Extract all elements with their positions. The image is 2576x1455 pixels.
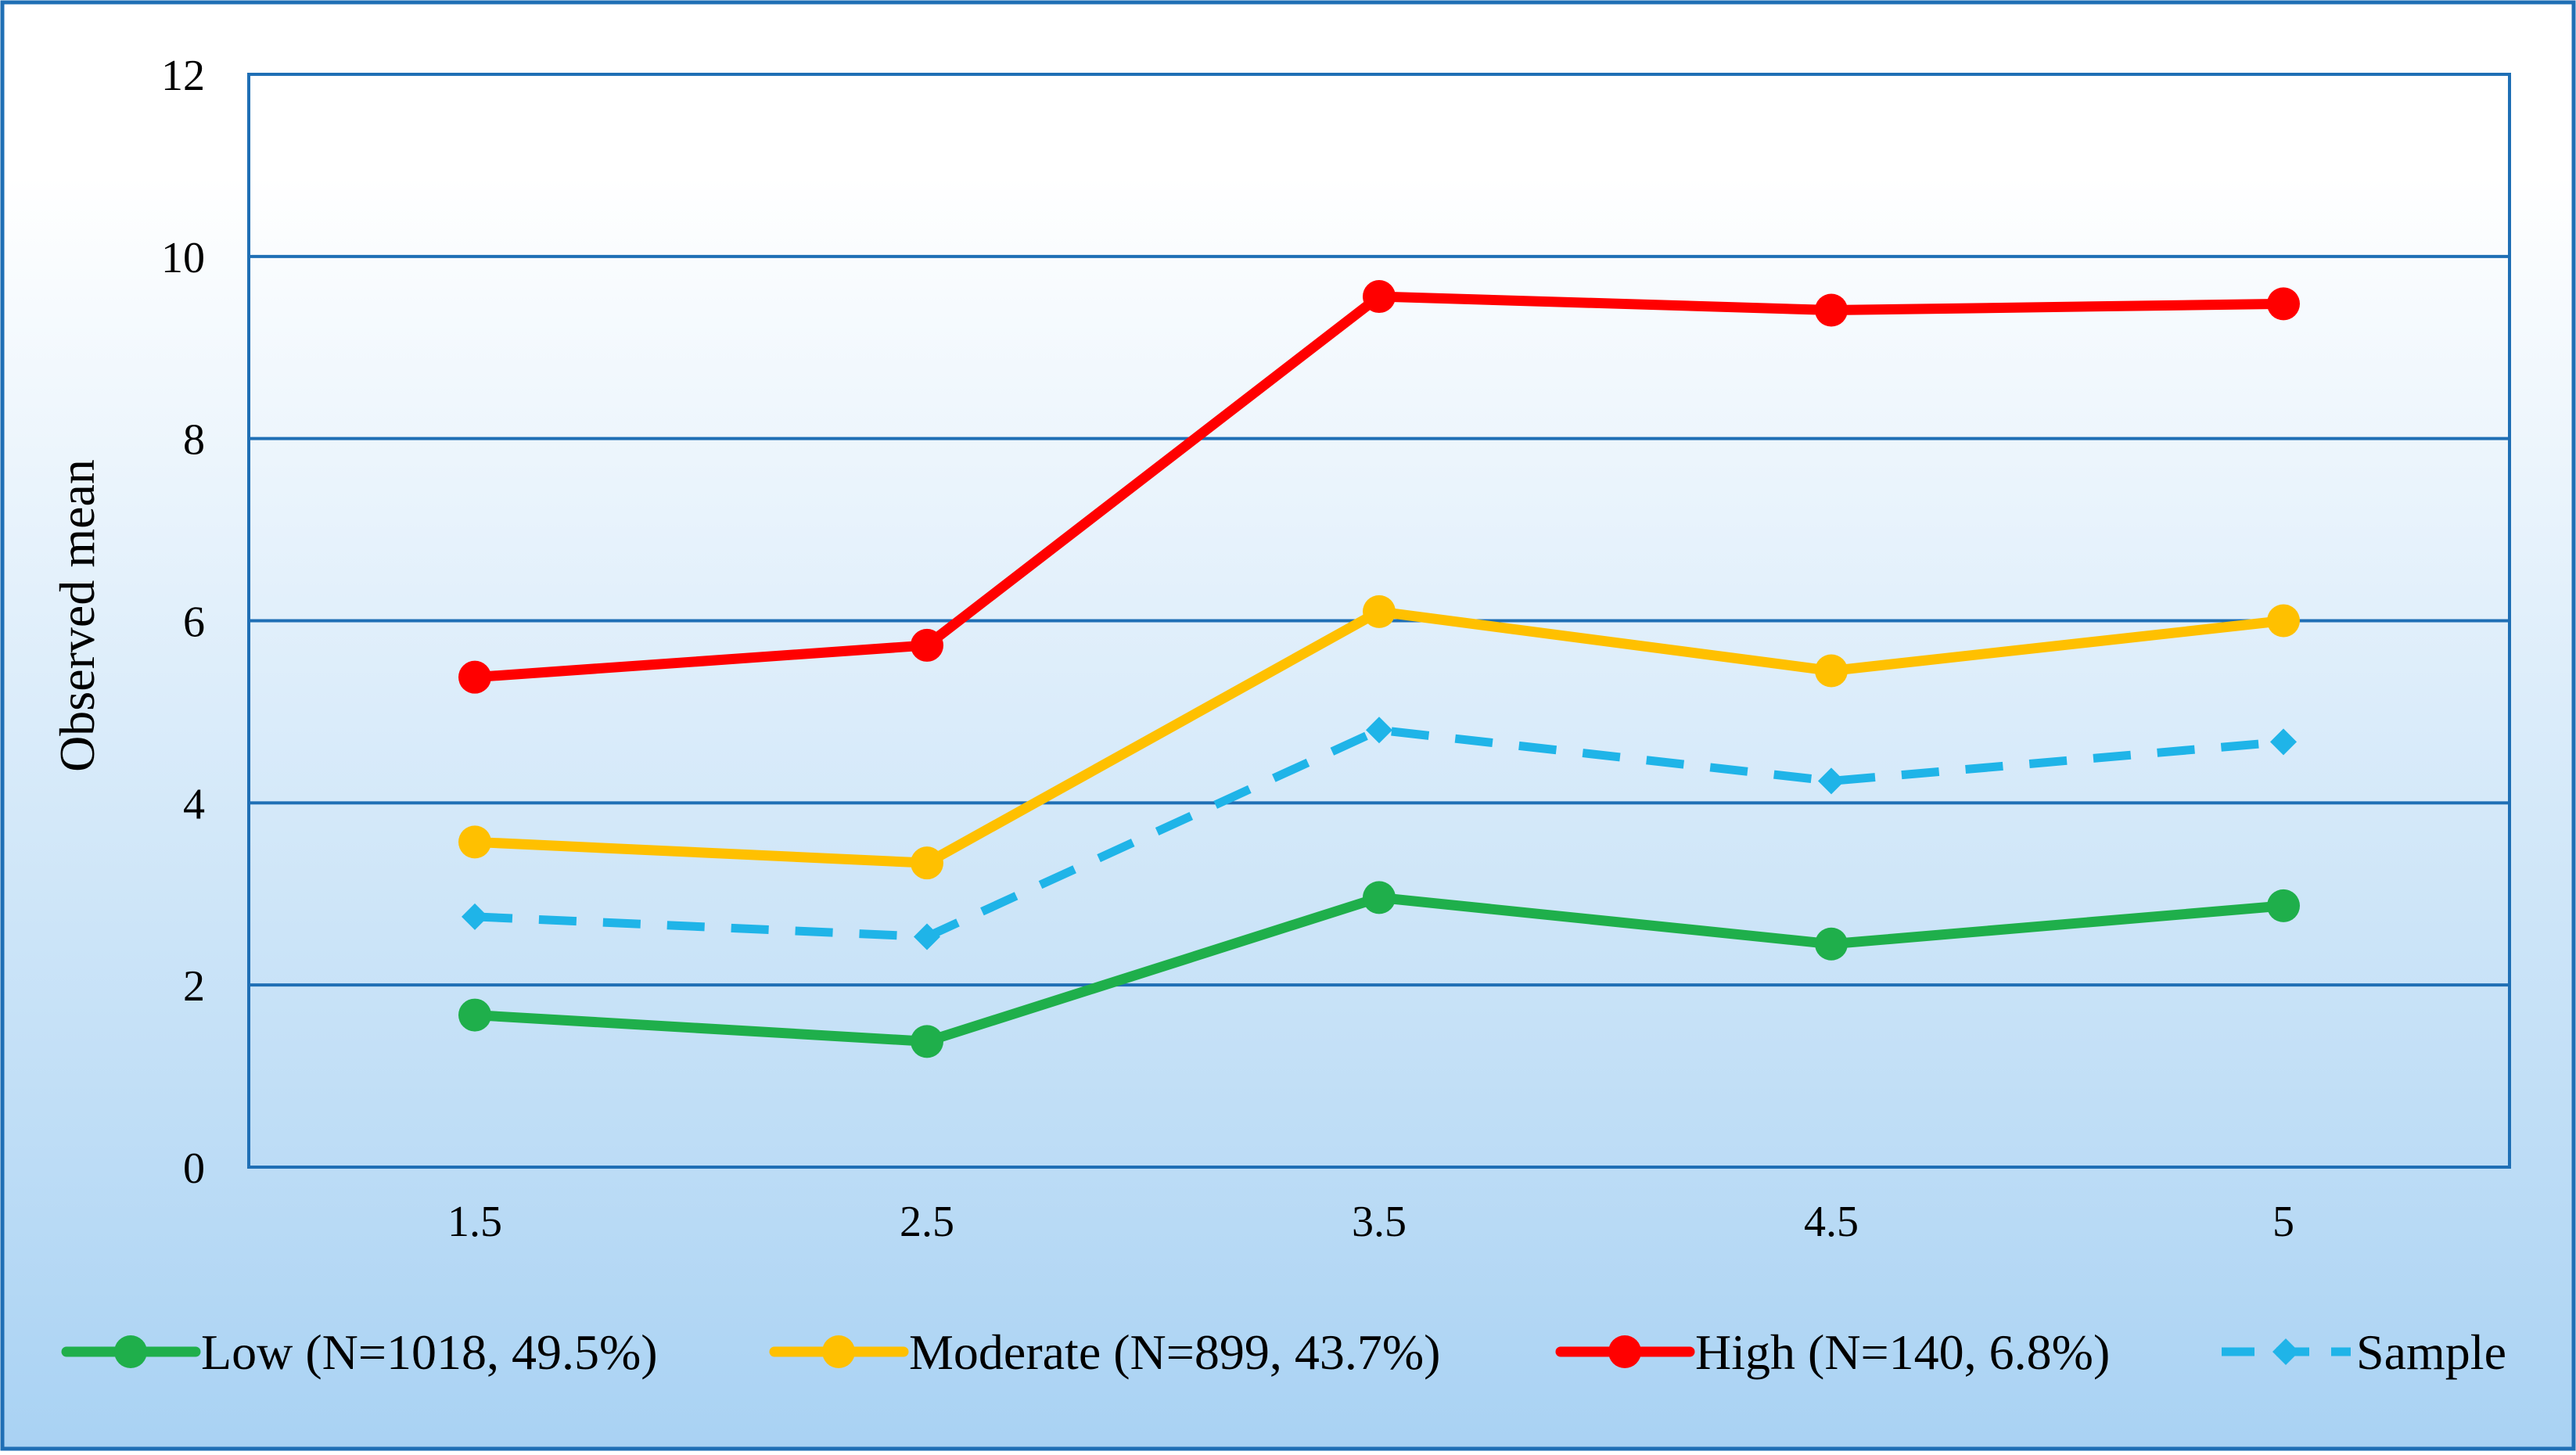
y-tick-label: 2 xyxy=(183,962,205,1011)
x-tick-label: 1.5 xyxy=(447,1198,502,1246)
x-tick-label: 5 xyxy=(2272,1198,2294,1246)
data-point-marker xyxy=(1366,717,1392,744)
legend-label: Moderate (N=899, 43.7%) xyxy=(909,1324,1440,1380)
legend-marker xyxy=(822,1335,855,1368)
y-axis-title: Observed mean xyxy=(49,459,105,772)
y-tick-label: 4 xyxy=(183,780,205,828)
data-point-marker xyxy=(458,825,491,859)
legend-marker xyxy=(114,1335,147,1368)
data-point-marker xyxy=(911,628,943,662)
x-tick-label: 2.5 xyxy=(900,1198,954,1246)
data-point-marker xyxy=(1363,881,1396,914)
data-point-marker xyxy=(1815,654,1848,688)
legend-label: Sample xyxy=(2356,1324,2506,1380)
legend-label: High (N=140, 6.8%) xyxy=(1695,1324,2110,1380)
data-point-marker xyxy=(2267,287,2300,321)
data-point-marker xyxy=(1818,767,1845,795)
series-line-3 xyxy=(474,725,2284,941)
y-tick-label: 0 xyxy=(183,1144,205,1193)
data-point-marker xyxy=(2270,728,2297,756)
data-point-marker xyxy=(1363,280,1396,314)
data-point-marker xyxy=(911,1025,943,1058)
data-point-marker xyxy=(2267,604,2300,638)
data-point-marker xyxy=(462,903,488,930)
x-tick-label: 4.5 xyxy=(1804,1198,1859,1246)
x-tick-label: 3.5 xyxy=(1352,1198,1407,1246)
legend: Low (N=1018, 49.5%) Moderate (N=899, 43.7… xyxy=(61,1324,2506,1380)
series-group xyxy=(458,280,2300,1058)
plot-area-border xyxy=(247,73,2511,1169)
data-point-marker xyxy=(1363,595,1396,628)
legend-marker xyxy=(1608,1335,1641,1368)
y-tick-label: 6 xyxy=(183,598,205,647)
y-tick-label: 8 xyxy=(183,416,205,465)
data-point-marker xyxy=(458,660,491,694)
data-point-marker xyxy=(1815,293,1848,327)
data-point-marker xyxy=(458,998,491,1032)
data-point-marker xyxy=(914,923,940,950)
y-tick-label: 10 xyxy=(161,234,205,282)
axes: 0 2 4 6 8 10 12 1.5 2.5 3.5 4.5 5 xyxy=(161,52,2511,1246)
legend-marker xyxy=(2272,1338,2299,1365)
axis-labels: Observed mean xyxy=(49,459,105,772)
y-tick-label: 12 xyxy=(161,52,205,100)
legend-label: Low (N=1018, 49.5%) xyxy=(201,1324,658,1380)
data-point-marker xyxy=(2267,889,2300,922)
data-point-marker xyxy=(911,846,943,880)
data-point-marker xyxy=(1815,927,1848,961)
